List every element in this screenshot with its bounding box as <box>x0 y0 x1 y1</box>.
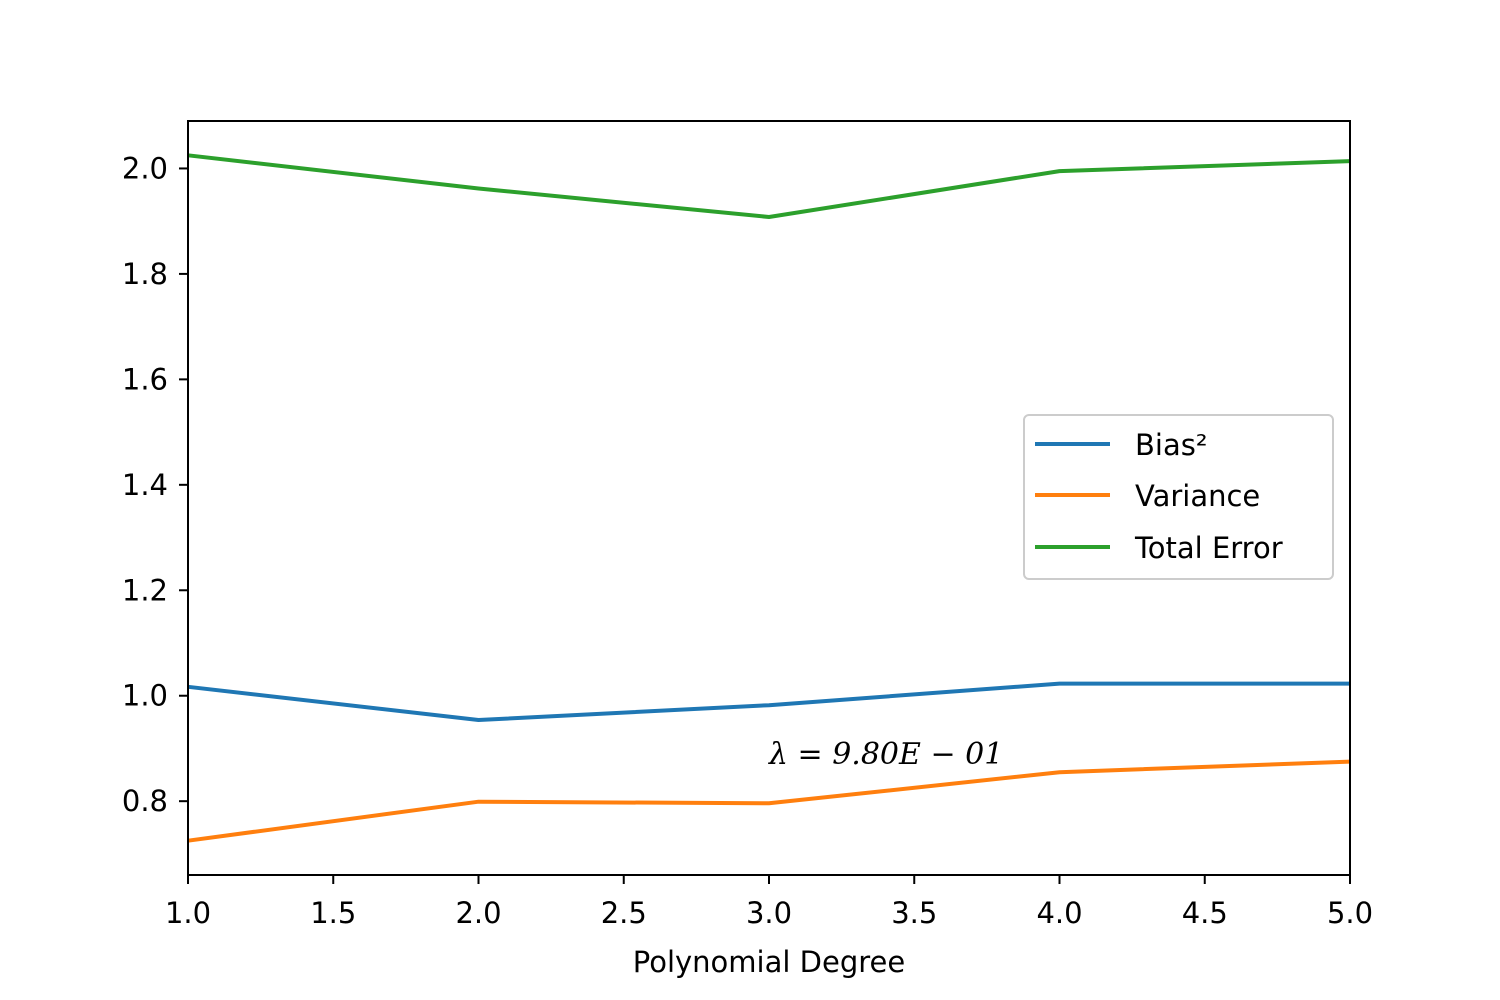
series-line-total-error <box>187 153 1351 219</box>
legend-box <box>1023 414 1334 580</box>
x-tick-label: 3.0 <box>746 896 792 930</box>
legend: Bias² Variance Total Error <box>1023 414 1334 580</box>
x-tick-label: 2.5 <box>601 896 647 930</box>
x-tick-label: 3.5 <box>891 896 937 930</box>
y-axis-ticks: 0.8 1.0 1.2 1.4 1.6 1.8 2.0 <box>122 151 188 818</box>
x-tick-label: 2.0 <box>455 896 501 930</box>
y-tick-label: 0.8 <box>122 784 168 818</box>
series-layer <box>187 153 1351 843</box>
y-tick-label: 2.0 <box>122 151 168 185</box>
y-tick-label: 1.0 <box>122 679 168 713</box>
y-tick-label: 1.2 <box>122 573 168 607</box>
x-tick-label: 4.0 <box>1036 896 1082 930</box>
x-tick-label: 1.5 <box>310 896 356 930</box>
y-tick-label: 1.8 <box>122 257 168 291</box>
legend-label-variance: Variance <box>1135 479 1260 513</box>
x-axis-ticks: 1.0 1.5 2.0 2.5 3.0 3.5 4.0 4.5 5.0 <box>165 875 1373 930</box>
legend-label-bias: Bias² <box>1135 428 1207 462</box>
x-tick-label: 5.0 <box>1327 896 1373 930</box>
x-axis-label: Polynomial Degree <box>633 945 905 979</box>
lambda-annotation: λ = 9.80E − 01 <box>768 737 1003 772</box>
y-tick-label: 1.6 <box>122 362 168 396</box>
y-tick-label: 1.4 <box>122 468 168 502</box>
series-line-variance <box>187 759 1351 843</box>
x-tick-label: 4.5 <box>1182 896 1228 930</box>
series-line-bias <box>187 681 1350 722</box>
legend-label-total-error: Total Error <box>1134 531 1283 565</box>
x-tick-label: 1.0 <box>165 896 211 930</box>
